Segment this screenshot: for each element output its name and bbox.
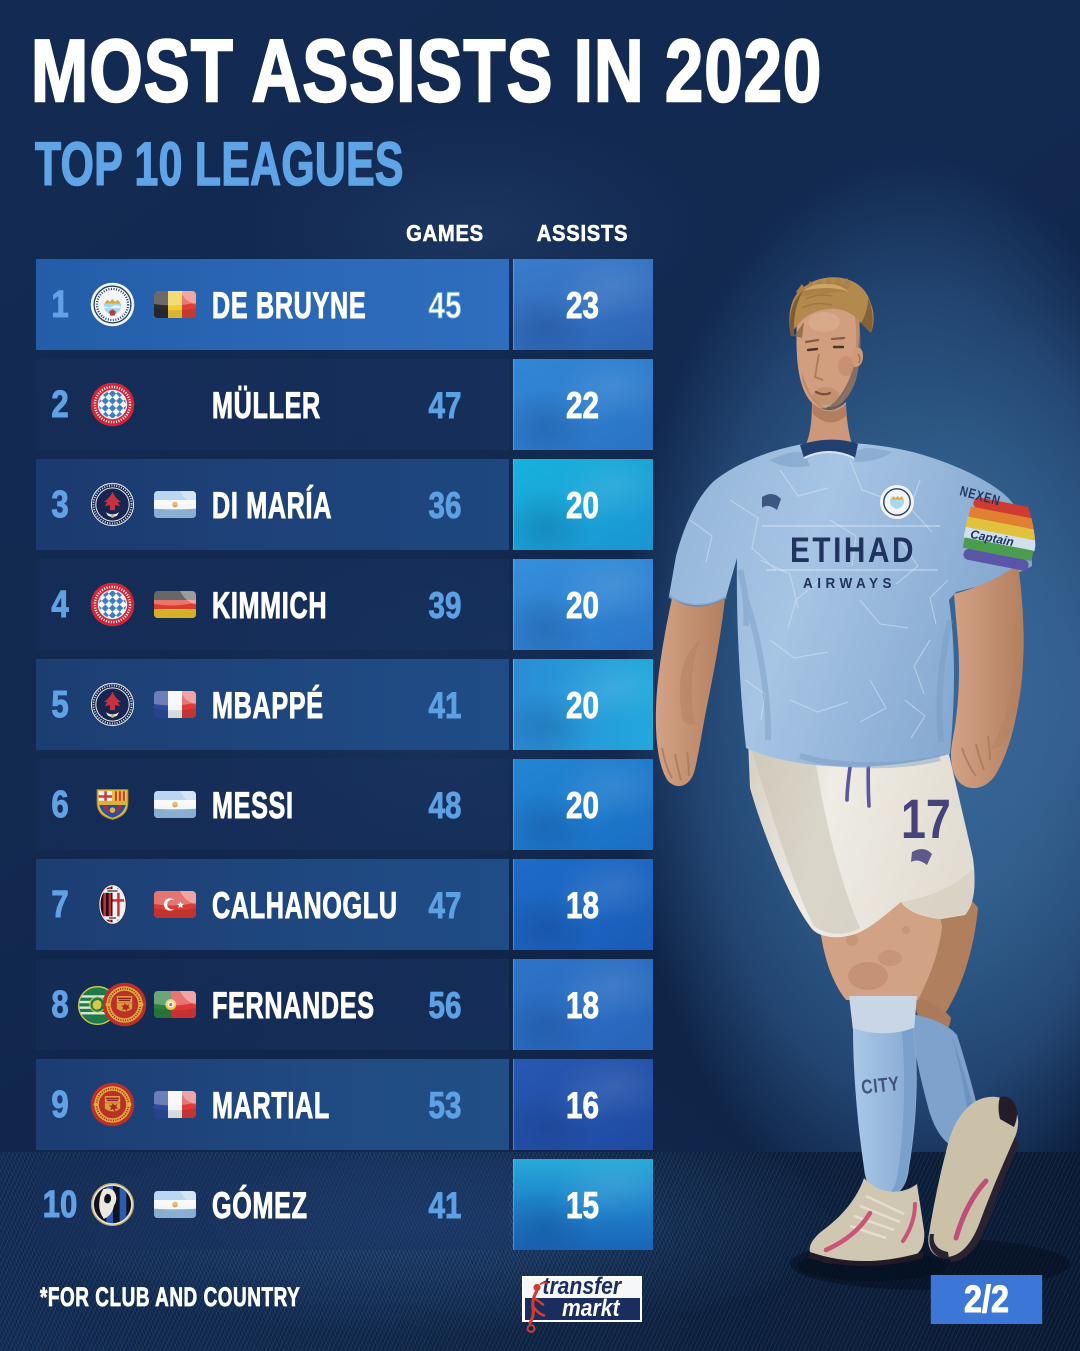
svg-text:17: 17 [901, 787, 951, 850]
svg-text:ETIHAD: ETIHAD [790, 531, 916, 570]
svg-text:AIRWAYS: AIRWAYS [803, 575, 896, 592]
svg-text:CITY: CITY [860, 1072, 901, 1098]
